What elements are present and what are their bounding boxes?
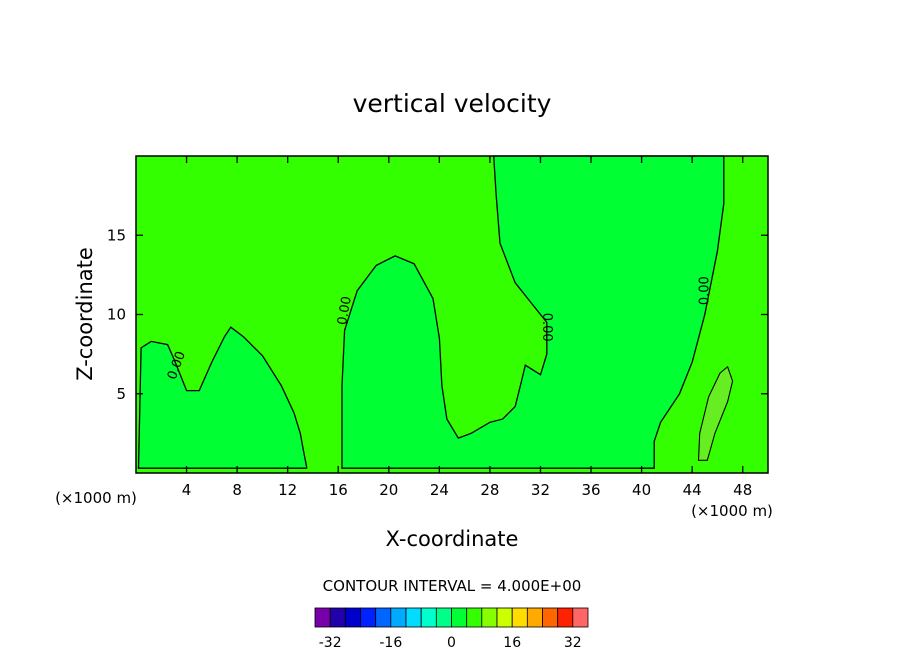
contour-label: 0.00 <box>335 295 355 326</box>
x-tick-label: 48 <box>733 481 752 499</box>
x-tick-label: 44 <box>683 481 702 499</box>
plot-area: 0.000.000.000.00 4 8 12 16 20 24 28 32 36 40 44 48 … <box>107 155 769 499</box>
colorbar-swatch <box>466 607 483 628</box>
y-tick-label: 5 <box>116 385 126 403</box>
colorbar-tick-label: -32 <box>319 635 342 651</box>
colorbar-swatch <box>405 607 422 628</box>
x-unit-left: (×1000 m) <box>55 489 137 507</box>
x-tick-label: 24 <box>430 481 449 499</box>
colorbar-swatch <box>572 607 589 628</box>
x-axis-label: X-coordinate <box>386 527 519 551</box>
colorbar-swatch <box>435 607 452 628</box>
colorbar-swatch <box>375 607 392 628</box>
colorbar-swatch <box>329 607 346 628</box>
positive-region-small <box>698 366 733 461</box>
zero-contour-center <box>341 155 725 469</box>
x-tick-label: 40 <box>632 481 651 499</box>
x-tick-label: 20 <box>379 481 398 499</box>
x-tick-label: 4 <box>182 481 192 499</box>
colorbar-tick-label: -16 <box>379 635 402 651</box>
colorbar-swatch <box>314 607 331 628</box>
contour-label: 0.00 <box>698 276 713 305</box>
x-tick-label: 12 <box>278 481 297 499</box>
x-unit-right: (×1000 m) <box>691 502 773 520</box>
colorbar-swatch <box>511 607 528 628</box>
colorbar-tick-label: 32 <box>564 635 582 651</box>
colorbar-swatch <box>542 607 559 628</box>
x-tick-label: 28 <box>480 481 499 499</box>
y-axis-label: Z-coordinate <box>73 247 97 381</box>
colorbar-swatch <box>557 607 574 628</box>
colorbar-swatch <box>390 607 407 628</box>
colorbar-swatch <box>360 607 377 628</box>
y-tick-label: 10 <box>107 306 126 324</box>
colorbar-tick-label: 0 <box>447 635 456 651</box>
zero-contour-left <box>137 326 308 469</box>
colorbar-tick-label: 16 <box>503 635 521 651</box>
x-tick-label: 8 <box>232 481 242 499</box>
x-tick-label: 32 <box>531 481 550 499</box>
contour-interval-text: CONTOUR INTERVAL = 4.000E+00 <box>323 577 582 595</box>
positive-region-center <box>342 156 724 469</box>
colorbar: -32 -16 0 16 32 <box>314 607 589 651</box>
contour-small-region <box>697 365 734 461</box>
colorbar-swatch <box>496 607 513 628</box>
colorbar-swatch <box>344 607 361 628</box>
y-tick-label: 15 <box>107 226 126 244</box>
colorbar-swatch <box>481 607 498 628</box>
x-tick-label: 36 <box>581 481 600 499</box>
positive-region-left <box>138 327 307 469</box>
chart-title: vertical velocity <box>353 89 552 118</box>
colorbar-swatch <box>420 607 437 628</box>
colorbar-swatch <box>526 607 543 628</box>
x-tick-label: 16 <box>329 481 348 499</box>
contour-label: 0.00 <box>539 313 554 342</box>
colorbar-swatch <box>451 607 468 628</box>
